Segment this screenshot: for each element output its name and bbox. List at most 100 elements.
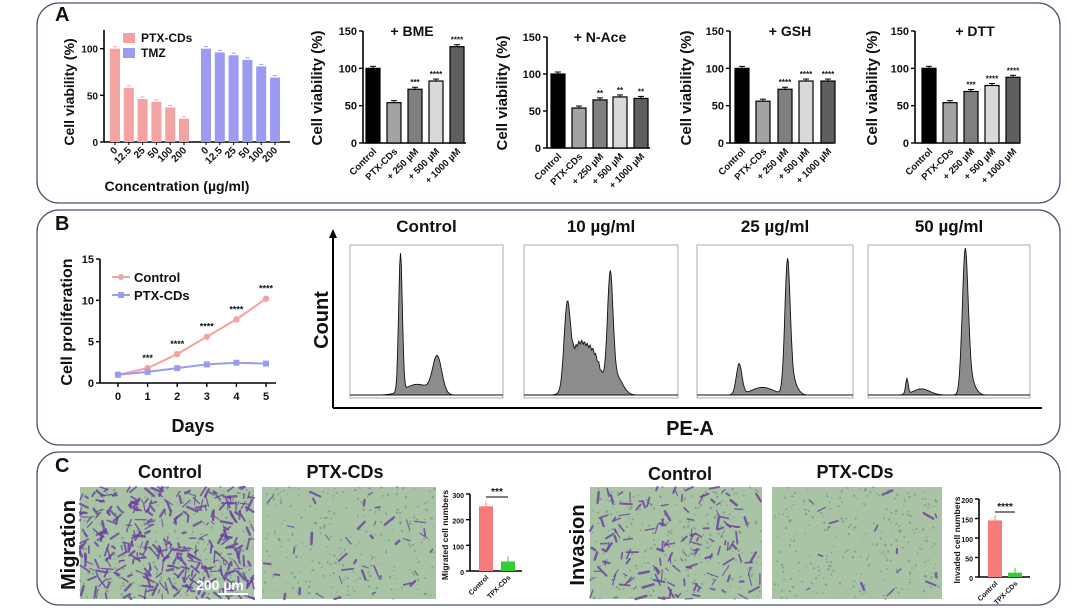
y-tick-label: 10 — [82, 295, 94, 307]
stained-cell — [176, 553, 180, 560]
stained-cell — [806, 587, 811, 591]
pore-dot — [423, 537, 426, 540]
pore-dot — [191, 548, 194, 551]
panel-a-frame — [36, 2, 1061, 204]
pore-dot — [85, 596, 88, 599]
pore-dot — [390, 588, 393, 591]
pore-dot — [922, 590, 926, 593]
stained-cell — [242, 571, 248, 583]
stained-cell — [166, 486, 169, 489]
pore-dot — [231, 499, 234, 501]
significance-label: **** — [986, 75, 999, 84]
pore-dot — [845, 517, 848, 520]
stained-cell — [163, 538, 173, 546]
pore-dot — [98, 495, 100, 498]
stained-cell — [83, 532, 88, 537]
pore-dot — [934, 500, 938, 503]
pore-dot — [338, 547, 341, 550]
pore-dot — [776, 560, 779, 563]
pore-dot — [266, 503, 269, 506]
bar — [110, 48, 120, 142]
pore-dot — [140, 524, 143, 527]
pore-dot — [205, 558, 208, 561]
pore-dot — [166, 546, 169, 549]
stained-cell — [589, 577, 596, 581]
panel-a-label: A — [55, 4, 69, 26]
pore-dot — [351, 570, 354, 573]
pore-dot — [890, 521, 893, 524]
pore-dot — [908, 495, 911, 499]
x-tick-label: 5 — [263, 391, 269, 403]
stained-cell — [681, 535, 688, 542]
pore-dot — [380, 563, 382, 565]
stained-cell — [620, 551, 624, 560]
pore-dot — [173, 577, 176, 580]
stained-cell — [225, 577, 231, 583]
stained-cell — [221, 537, 230, 546]
pore-dot — [817, 565, 820, 568]
pore-dot — [816, 592, 819, 594]
pore-dot — [760, 540, 762, 543]
pore-dot — [903, 505, 905, 507]
pore-dot — [804, 508, 807, 512]
stained-cell — [414, 570, 419, 577]
category-label: 12.5 — [112, 145, 134, 167]
pore-dot — [344, 575, 346, 578]
stained-cell — [164, 581, 169, 595]
stained-cell — [394, 539, 401, 546]
pore-dot — [417, 505, 420, 508]
pore-dot — [236, 491, 239, 494]
pore-dot — [345, 507, 348, 509]
stained-cell — [205, 522, 209, 526]
pore-dot — [687, 520, 690, 523]
pore-dot — [706, 513, 709, 516]
pore-dot — [289, 504, 292, 508]
pore-dot — [670, 528, 673, 531]
pore-dot — [754, 520, 757, 524]
pore-dot — [750, 574, 753, 578]
stained-cell — [214, 493, 224, 499]
pore-dot — [274, 505, 277, 507]
pore-dot — [196, 541, 200, 545]
pore-dot — [311, 570, 313, 573]
pore-dot — [641, 565, 643, 568]
pore-dot — [731, 550, 734, 553]
pore-dot — [596, 522, 599, 525]
pore-dot — [350, 536, 352, 538]
stained-cell — [726, 541, 729, 552]
pore-dot — [122, 581, 125, 585]
histogram-title: Control — [396, 217, 456, 236]
pore-dot — [749, 486, 752, 489]
pore-dot — [886, 558, 889, 562]
stained-cell — [155, 572, 163, 578]
pore-dot — [432, 525, 435, 527]
pore-dot — [840, 489, 843, 492]
stained-cell — [622, 537, 634, 541]
pore-dot — [637, 494, 640, 497]
pore-dot — [885, 507, 888, 511]
pore-dot — [828, 507, 831, 510]
pore-dot — [602, 552, 605, 555]
stained-cell — [173, 572, 180, 578]
pore-dot — [911, 567, 914, 569]
pore-dot — [628, 507, 632, 511]
y-tick-label: 200 — [961, 498, 973, 505]
stained-cell — [675, 490, 679, 497]
stained-cell — [723, 520, 732, 529]
pore-dot — [823, 521, 826, 525]
stained-cell — [139, 541, 144, 549]
stained-cell — [360, 569, 367, 581]
legend-marker — [118, 292, 124, 298]
series-line — [117, 297, 267, 376]
pore-dot — [713, 523, 715, 525]
pore-dot — [399, 522, 402, 525]
pore-dot — [190, 500, 192, 502]
stained-cell — [625, 548, 632, 560]
migration-row-label: Migration — [58, 500, 80, 590]
stained-cell — [224, 561, 229, 566]
stained-cell — [180, 558, 187, 567]
pore-dot — [597, 511, 600, 514]
stained-cell — [193, 549, 199, 554]
pore-dot — [794, 550, 798, 553]
pore-dot — [686, 590, 689, 592]
